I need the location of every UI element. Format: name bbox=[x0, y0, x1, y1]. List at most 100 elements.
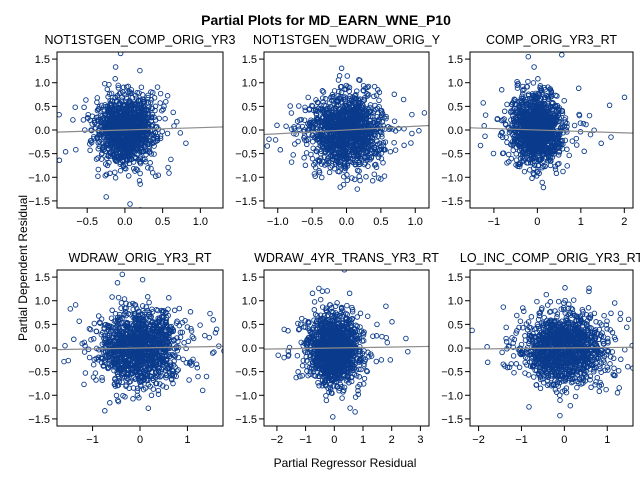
scatter-point bbox=[95, 140, 101, 146]
scatter-point bbox=[95, 313, 102, 319]
scatter-point bbox=[539, 87, 545, 94]
scatter-point bbox=[372, 147, 378, 153]
scatter-point bbox=[356, 150, 363, 157]
scatter-point bbox=[137, 160, 144, 167]
scatter-point bbox=[516, 144, 523, 150]
scatter-point bbox=[183, 345, 189, 352]
scatter-point bbox=[378, 150, 385, 156]
scatter-point bbox=[316, 159, 322, 165]
scatter-point bbox=[137, 181, 143, 187]
scatter-point bbox=[356, 168, 362, 174]
scatter-point bbox=[187, 359, 193, 365]
scatter-point bbox=[111, 148, 118, 155]
scatter-point bbox=[194, 364, 201, 371]
scatter-point bbox=[134, 388, 141, 394]
scatter-point bbox=[344, 73, 351, 79]
scatter-point bbox=[112, 175, 119, 181]
scatter-point bbox=[209, 350, 216, 356]
scatter-point bbox=[112, 64, 119, 70]
scatter-point bbox=[482, 133, 488, 139]
scatter-point bbox=[522, 147, 528, 153]
scatter-point bbox=[364, 84, 371, 91]
y-tick-label: 0.5 bbox=[35, 101, 50, 113]
scatter-point bbox=[177, 130, 184, 136]
x-tick-label: 0.0 bbox=[339, 216, 354, 228]
scatter-point bbox=[173, 320, 180, 326]
scatter-point bbox=[112, 324, 119, 331]
scatter-point bbox=[516, 110, 523, 117]
scatter-point bbox=[328, 94, 334, 101]
scatter-point bbox=[277, 147, 284, 153]
scatter-point bbox=[391, 139, 397, 146]
scatter-point bbox=[538, 101, 544, 108]
scatter-point bbox=[367, 113, 374, 119]
scatter-point bbox=[112, 76, 118, 82]
scatter-point bbox=[364, 119, 370, 126]
scatter-point bbox=[91, 320, 98, 327]
x-tick-label: 0.5 bbox=[373, 216, 388, 228]
scatter-point bbox=[163, 374, 169, 381]
scatter-point bbox=[371, 83, 378, 90]
scatter-point bbox=[518, 142, 524, 148]
scatter-point bbox=[109, 104, 116, 110]
scatter-point bbox=[569, 138, 576, 144]
scatter-point bbox=[106, 123, 112, 129]
scatter-point bbox=[334, 98, 341, 105]
scatter-point bbox=[536, 122, 542, 129]
scatter-point bbox=[115, 321, 121, 328]
scatter-point bbox=[112, 157, 119, 163]
scatter-point bbox=[545, 96, 552, 102]
scatter-point bbox=[525, 53, 532, 60]
scatter-points bbox=[477, 52, 628, 191]
scatter-point bbox=[163, 384, 170, 390]
scatter-point bbox=[564, 129, 570, 135]
scatter-point bbox=[319, 174, 325, 181]
scatter-point bbox=[380, 142, 387, 148]
scatter-point bbox=[170, 109, 176, 116]
scatter-point bbox=[140, 386, 147, 393]
scatter-point bbox=[357, 77, 363, 84]
scatter-point bbox=[364, 91, 370, 97]
scatter-point bbox=[541, 144, 548, 150]
scatter-point bbox=[409, 130, 415, 137]
scatter-point bbox=[152, 129, 159, 136]
scatter-point bbox=[128, 115, 134, 122]
scatter-point bbox=[515, 80, 521, 87]
scatter-point bbox=[102, 122, 108, 129]
scatter-point bbox=[352, 137, 358, 143]
scatter-point bbox=[352, 120, 359, 127]
scatter-point bbox=[561, 97, 567, 104]
scatter-point bbox=[166, 295, 172, 301]
scatter-point bbox=[96, 104, 103, 110]
scatter-point bbox=[375, 175, 382, 181]
scatter-point bbox=[376, 97, 382, 104]
scatter-point bbox=[379, 119, 385, 125]
scatter-point bbox=[535, 116, 542, 122]
scatter-point bbox=[134, 143, 140, 149]
scatter-point bbox=[343, 155, 349, 161]
scatter-point bbox=[581, 148, 587, 155]
scatter-point bbox=[179, 319, 186, 326]
scatter-point bbox=[543, 114, 549, 120]
scatter-point bbox=[529, 175, 535, 182]
scatter-point bbox=[99, 113, 106, 119]
scatter-point bbox=[149, 132, 155, 139]
scatter-point bbox=[513, 151, 519, 157]
scatter-point bbox=[82, 127, 88, 133]
scatter-point bbox=[171, 372, 178, 379]
scatter-point bbox=[143, 315, 149, 322]
scatter-point bbox=[99, 355, 105, 362]
scatter-point bbox=[498, 87, 505, 93]
scatter-point bbox=[137, 116, 143, 123]
scatter-point bbox=[104, 86, 111, 93]
scatter-point bbox=[151, 114, 157, 120]
scatter-point bbox=[375, 154, 382, 161]
scatter-point bbox=[327, 164, 334, 171]
scatter-point bbox=[521, 86, 527, 93]
scatter-point bbox=[148, 151, 155, 157]
scatter-point bbox=[481, 123, 487, 129]
scatter-point bbox=[335, 106, 342, 113]
scatter-point bbox=[294, 118, 301, 124]
scatter-points bbox=[57, 52, 189, 208]
scatter-point bbox=[57, 157, 63, 164]
